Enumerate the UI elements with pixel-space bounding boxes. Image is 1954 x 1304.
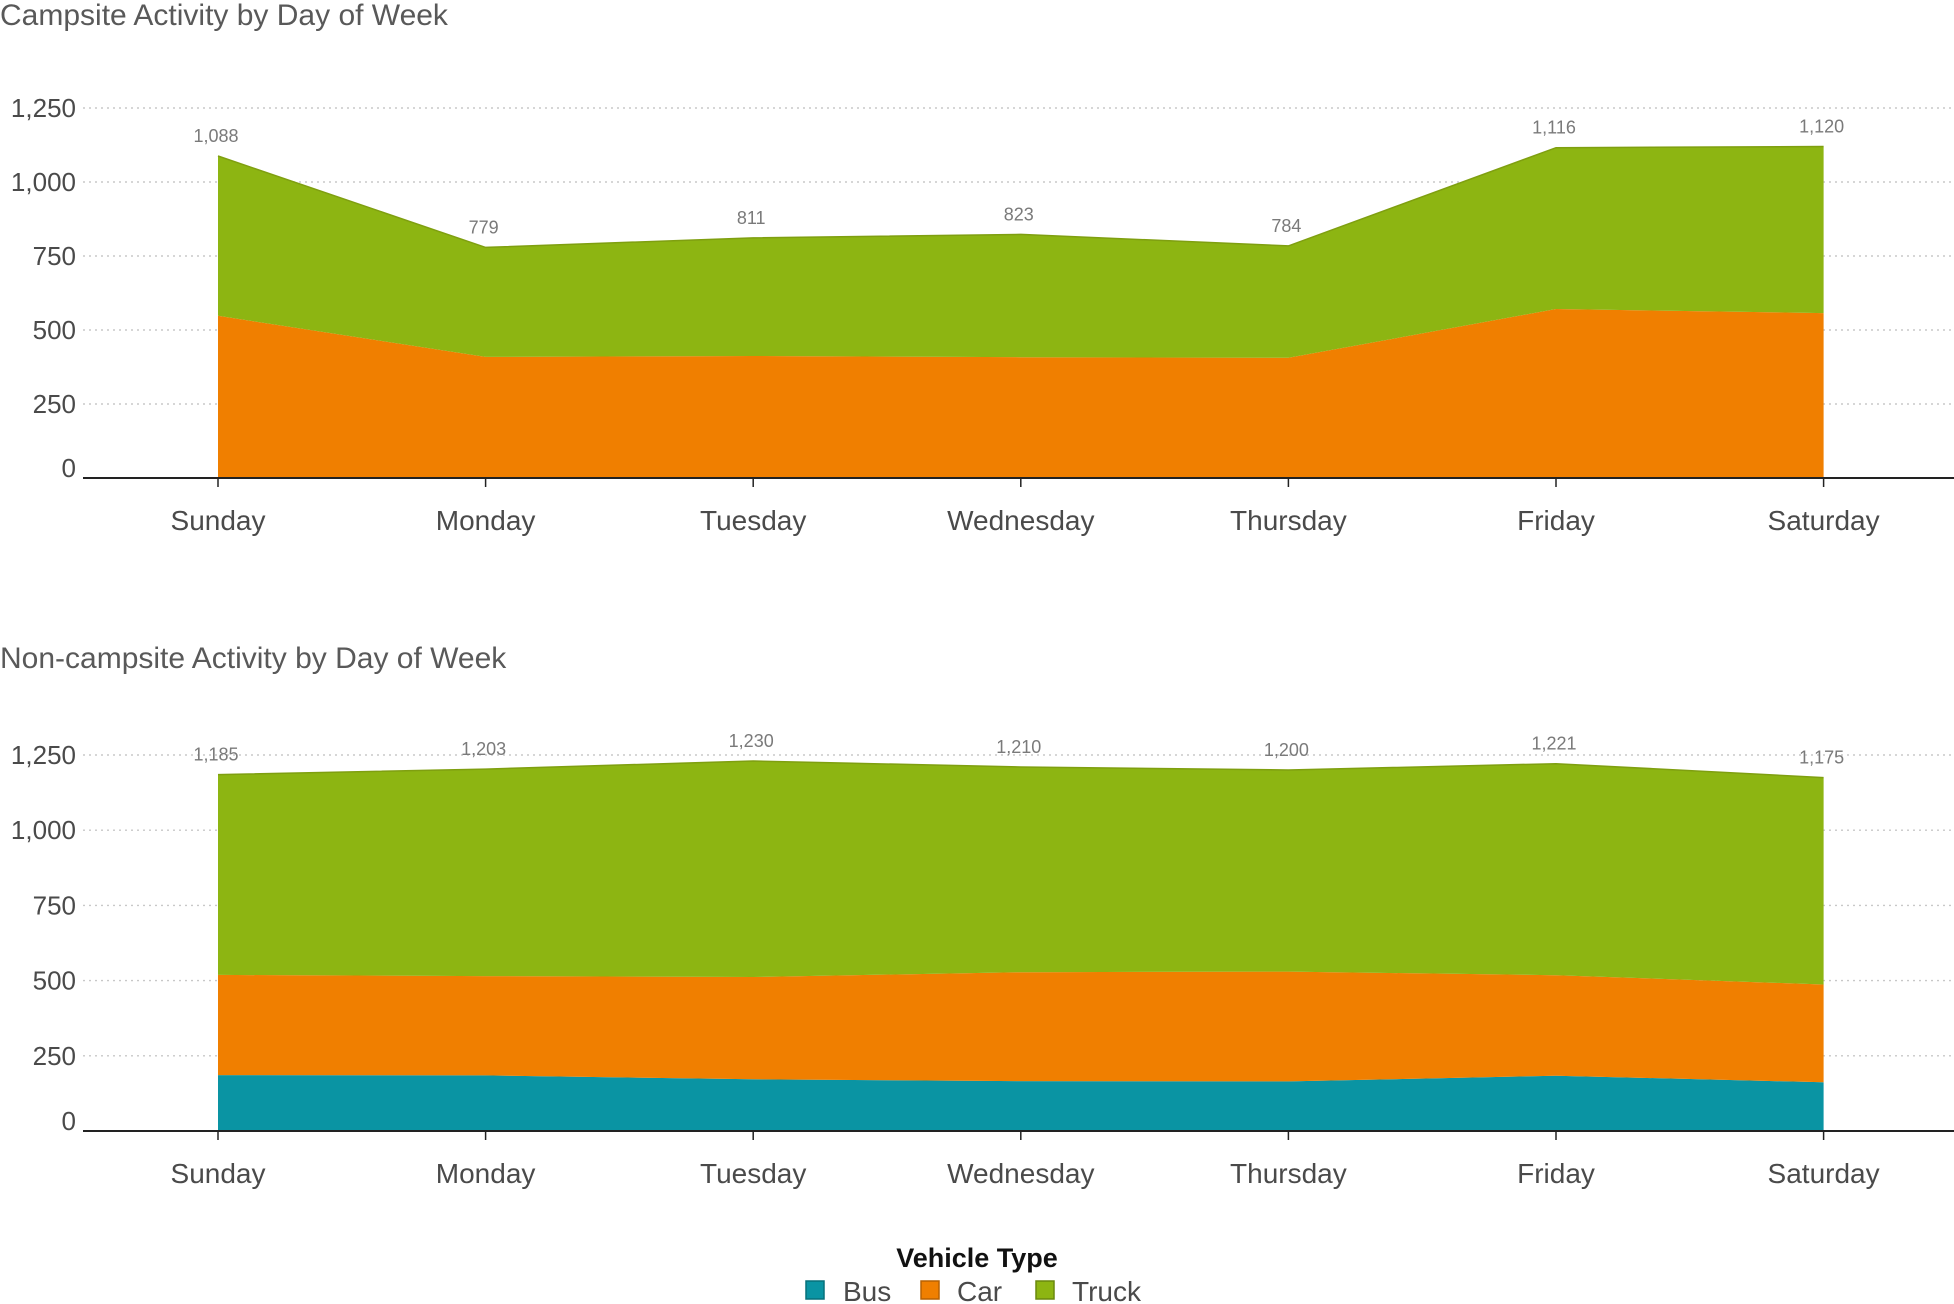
x-tick-label: Sunday: [171, 1158, 266, 1189]
legend-swatch-car: [920, 1280, 940, 1300]
y-tick-label: 750: [33, 890, 76, 920]
legend-title: Vehicle Type: [896, 1243, 1058, 1273]
y-tick-label: 250: [33, 389, 76, 419]
data-point-total[interactable]: [1015, 228, 1027, 240]
data-point-total[interactable]: [1015, 761, 1027, 773]
data-point-total[interactable]: [480, 763, 492, 775]
x-tick-label: Saturday: [1768, 1158, 1880, 1189]
x-tick-label: Sunday: [171, 505, 266, 536]
y-tick-label: 0: [62, 453, 76, 483]
area-series-car[interactable]: [218, 309, 1824, 478]
data-point-total[interactable]: [747, 755, 759, 767]
data-point-total[interactable]: [1282, 240, 1294, 252]
data-label-total: 1,120: [1799, 116, 1844, 136]
y-tick-label: 1,000: [11, 167, 76, 197]
area-series-bus[interactable]: [218, 1075, 1824, 1131]
y-tick-label: 500: [33, 315, 76, 345]
data-point-total[interactable]: [1818, 772, 1830, 784]
data-point-total[interactable]: [1550, 758, 1562, 770]
data-label-total: 784: [1271, 216, 1301, 236]
area-series-truck[interactable]: [218, 146, 1824, 358]
y-tick-label: 500: [33, 966, 76, 996]
chart-title: Campsite Activity by Day of Week: [0, 0, 449, 32]
chart-title: Non-campsite Activity by Day of Week: [0, 642, 507, 675]
total-outline: [217, 760, 1824, 779]
total-outline: [217, 145, 1824, 249]
data-label-total: 1,230: [729, 731, 774, 751]
x-tick-label: Monday: [436, 505, 536, 536]
y-tick-label: 250: [33, 1041, 76, 1071]
data-point-total[interactable]: [480, 241, 492, 253]
y-tick-label: 1,250: [11, 740, 76, 770]
data-label-total: 1,088: [193, 126, 238, 146]
area-series-truck[interactable]: [218, 761, 1824, 985]
legend-item-bus[interactable]: Bus: [805, 1276, 891, 1304]
data-point-total[interactable]: [212, 769, 224, 781]
data-label-total: 1,116: [1532, 118, 1576, 138]
data-point-total[interactable]: [1818, 140, 1830, 152]
area-series-car[interactable]: [218, 971, 1824, 1083]
legend-label-bus: Bus: [843, 1276, 891, 1304]
x-tick-label: Friday: [1517, 1158, 1595, 1189]
y-tick-label: 1,000: [11, 815, 76, 845]
non-campsite-activity-chart: Non-campsite Activity by Day of Week 0 250…: [0, 642, 1954, 1189]
x-tick-label: Saturday: [1768, 505, 1880, 536]
y-tick-label: 0: [62, 1106, 76, 1136]
data-label-total: 1,221: [1531, 734, 1576, 754]
legend: Vehicle Type Bus Car Truck: [805, 1243, 1142, 1304]
legend-label-car: Car: [957, 1276, 1002, 1304]
data-label-total: 811: [737, 208, 766, 228]
campsite-activity-chart: Campsite Activity by Day of Week 0 250 500 7…: [0, 0, 1954, 536]
x-tick-label: Wednesday: [947, 1158, 1094, 1189]
data-point-total[interactable]: [1282, 764, 1294, 776]
data-label-total: 1,185: [193, 745, 238, 765]
data-label-total: 1,203: [461, 739, 506, 759]
y-tick-label: 1,250: [11, 93, 76, 123]
data-label-total: 1,200: [1264, 740, 1309, 760]
x-tick-label: Thursday: [1230, 1158, 1347, 1189]
legend-item-truck[interactable]: Truck: [1035, 1276, 1142, 1304]
data-point-total[interactable]: [747, 232, 759, 244]
data-point-total[interactable]: [1550, 142, 1562, 154]
x-tick-label: Tuesday: [700, 505, 806, 536]
data-label-total: 823: [1004, 204, 1034, 224]
x-tick-label: Wednesday: [947, 505, 1094, 536]
x-tick-label: Thursday: [1230, 505, 1347, 536]
legend-swatch-bus: [805, 1280, 825, 1300]
y-tick-label: 750: [33, 241, 76, 271]
data-point-total[interactable]: [212, 150, 224, 162]
legend-item-car[interactable]: Car: [920, 1276, 1002, 1304]
data-label-total: 779: [469, 217, 499, 237]
x-tick-label: Monday: [436, 1158, 536, 1189]
data-label-total: 1,210: [996, 737, 1041, 757]
legend-label-truck: Truck: [1072, 1276, 1142, 1304]
data-label-total: 1,175: [1799, 748, 1844, 768]
x-tick-label: Friday: [1517, 505, 1595, 536]
legend-swatch-truck: [1035, 1280, 1055, 1300]
x-tick-label: Tuesday: [700, 1158, 806, 1189]
